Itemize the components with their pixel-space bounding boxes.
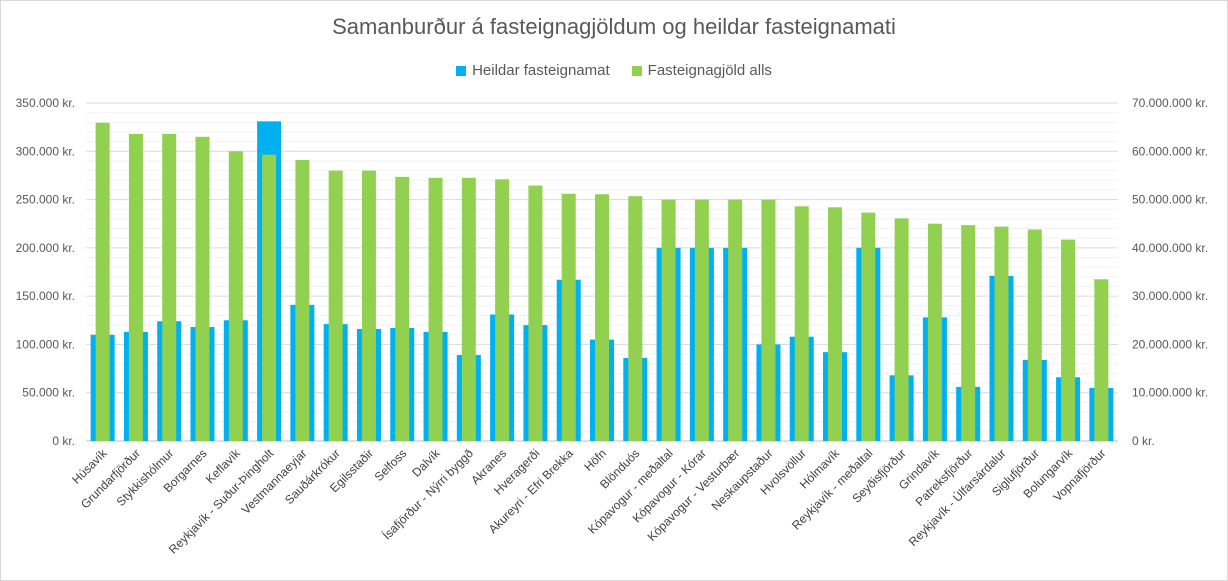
- y-left-tick-label: 250.000 kr.: [16, 193, 75, 207]
- bar-fasteignagjold-alls: [395, 176, 410, 441]
- bar-fasteignagjold-alls: [195, 136, 210, 442]
- bar-fasteignagjold-alls: [628, 196, 643, 441]
- y-right-tick-label: 40.000.000 kr.: [1132, 241, 1208, 255]
- y-left-tick-label: 200.000 kr.: [16, 241, 75, 255]
- bar-fasteignagjold-alls: [595, 194, 609, 441]
- y-right-tick-label: 10.000.000 kr.: [1132, 386, 1208, 400]
- bar-fasteignagjold-alls: [894, 218, 909, 441]
- x-category-label: Höfn: [581, 446, 609, 474]
- y-right-tick-label: 0 kr.: [1132, 434, 1155, 448]
- bar-fasteignagjold-alls: [861, 212, 876, 441]
- legend-item-series-2: Fasteignagjöld alls: [631, 62, 772, 79]
- y-right-tick-label: 30.000.000 kr.: [1132, 289, 1208, 303]
- bar-fasteignagjold-alls: [1027, 229, 1042, 441]
- bar-fasteignagjold-alls: [162, 133, 177, 441]
- bar-fasteignagjold-alls: [528, 185, 543, 441]
- bar-fasteignagjold-alls: [728, 199, 743, 441]
- bar-fasteignagjold-alls: [461, 177, 476, 442]
- y-right-tick-label: 20.000.000 kr.: [1132, 337, 1208, 351]
- y-left-tick-label: 300.000 kr.: [16, 144, 75, 158]
- x-category-label: Selfoss: [372, 446, 410, 484]
- y-right-tick-label: 50.000.000 kr.: [1132, 193, 1208, 207]
- bar-fasteignagjold-alls: [961, 225, 976, 441]
- legend-label-series-2: Fasteignagjöld alls: [647, 62, 772, 79]
- y-left-tick-label: 350.000 kr.: [16, 96, 75, 110]
- bar-fasteignagjold-alls: [794, 206, 809, 441]
- bar-fasteignagjold-alls: [1061, 239, 1076, 441]
- legend-label-series-1: Heildar fasteignamat: [472, 62, 610, 79]
- y-right-tick-label: 60.000.000 kr.: [1132, 144, 1208, 158]
- bar-fasteignagjold-alls: [661, 199, 676, 441]
- legend: Heildar fasteignamat Fasteignagjöld alls: [0, 62, 1228, 79]
- bar-fasteignagjold-alls: [328, 170, 343, 441]
- y-left-tick-label: 50.000 kr.: [22, 386, 75, 400]
- y-left-tick-label: 0 kr.: [52, 434, 75, 448]
- bar-fasteignagjold-alls: [361, 170, 376, 441]
- y-left-tick-label: 100.000 kr.: [16, 337, 75, 351]
- bar-fasteignagjold-alls: [95, 122, 110, 441]
- bar-fasteignagjold-alls: [128, 133, 143, 441]
- bar-fasteignagjold-alls: [495, 179, 510, 441]
- bar-fasteignagjold-alls: [295, 159, 310, 441]
- bar-fasteignagjold-alls: [761, 199, 776, 441]
- bar-fasteignagjold-alls: [994, 226, 1009, 441]
- bar-fasteignagjold-alls: [828, 207, 843, 441]
- bar-fasteignagjold-alls: [428, 177, 443, 442]
- y-left-tick-label: 150.000 kr.: [16, 289, 75, 303]
- bar-fasteignagjold-alls: [561, 193, 576, 441]
- chart-title: Samanburður á fasteignagjöldum og heilda…: [332, 14, 896, 39]
- bar-fasteignagjold-alls: [694, 199, 709, 441]
- legend-swatch-series-1: [456, 65, 467, 76]
- y-right-tick-label: 70.000.000 kr.: [1132, 96, 1208, 110]
- bar-fasteignagjold-alls: [1094, 279, 1109, 441]
- legend-swatch-series-2: [631, 65, 642, 76]
- bar-fasteignagjold-alls: [927, 223, 942, 441]
- legend-item-series-1: Heildar fasteignamat: [456, 62, 610, 79]
- bar-fasteignagjold-alls: [228, 151, 243, 442]
- bar-fasteignagjold-alls: [262, 154, 277, 441]
